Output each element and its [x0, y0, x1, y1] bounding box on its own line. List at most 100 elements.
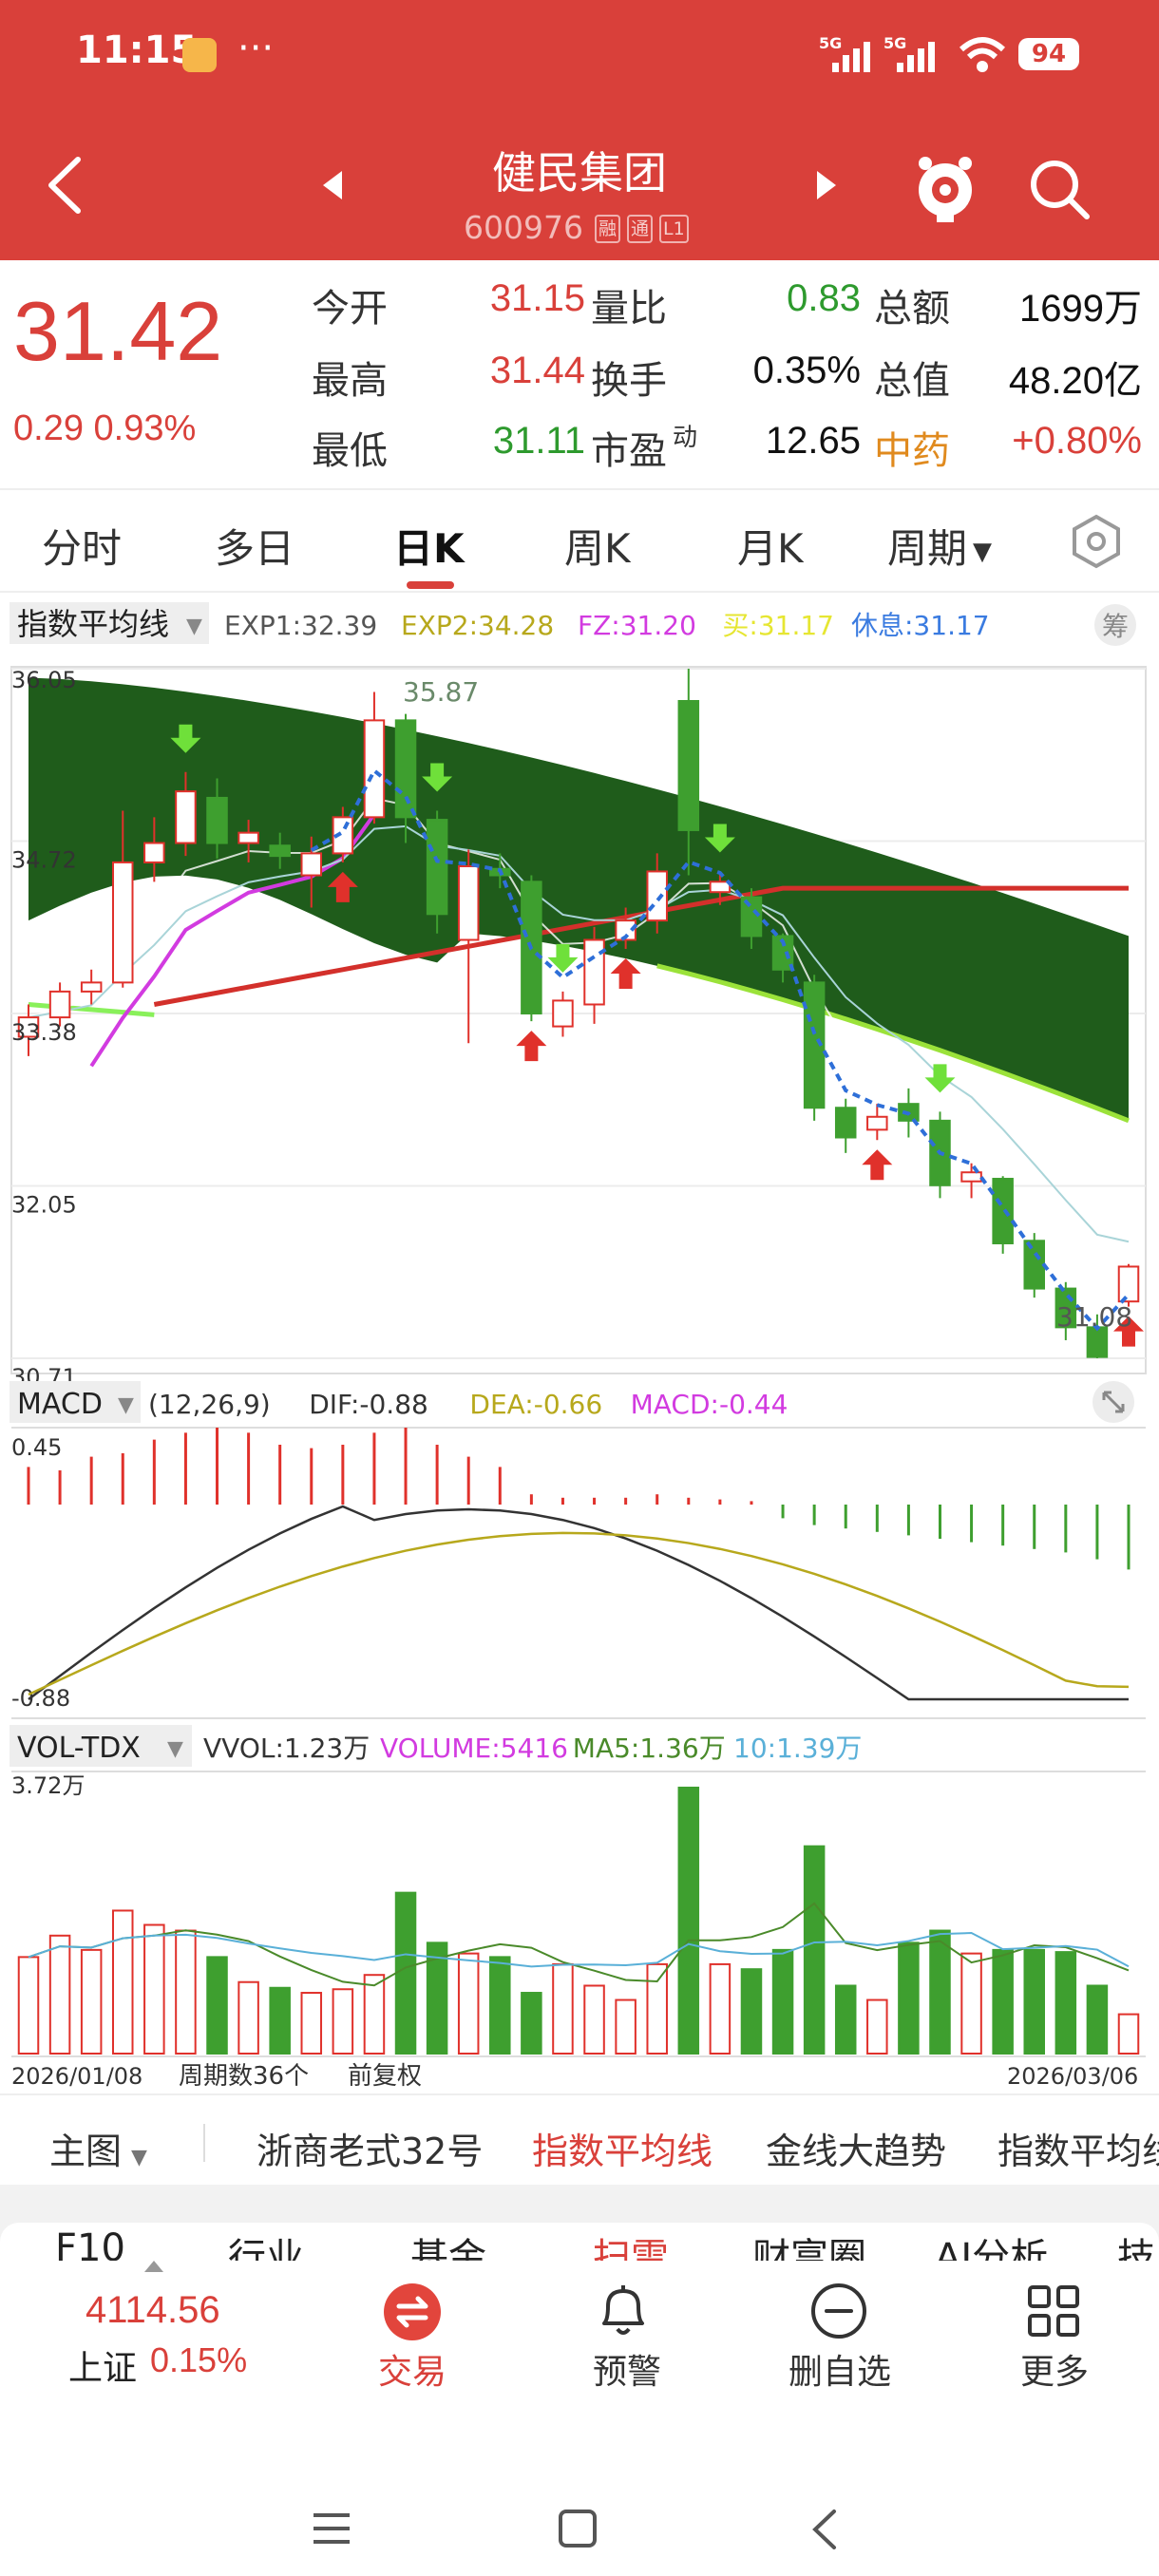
candle	[677, 699, 700, 831]
quote-label: 总值	[874, 359, 950, 403]
volume-bar	[929, 1929, 951, 2055]
period-count: 周期数36个	[179, 2062, 309, 2091]
tool-f10[interactable]: F10	[55, 2226, 125, 2261]
volume-bar	[80, 1948, 103, 2055]
indicator-selector[interactable]: 指数平均线	[17, 606, 169, 642]
volume-bar	[677, 1787, 700, 2055]
main-chart-label: 主图	[49, 2131, 123, 2172]
candle	[709, 881, 732, 894]
tab-weekly-k[interactable]: 周K	[564, 525, 631, 572]
volume-bar	[300, 1992, 323, 2055]
trade-icon[interactable]	[382, 2282, 443, 2342]
expand-up-icon[interactable]	[144, 2261, 163, 2272]
tool-tech[interactable]: 技	[1117, 2236, 1155, 2261]
divider	[203, 2124, 205, 2162]
mascot-icon[interactable]	[912, 152, 978, 224]
sector-label[interactable]: 中药	[874, 429, 950, 473]
quote-value: 31.11	[492, 420, 585, 462]
tool-wealth-circle[interactable]: 财富圈	[752, 2236, 866, 2261]
tool-ai-analysis[interactable]: AI分析	[935, 2236, 1049, 2261]
chip-badge-bg[interactable]	[1094, 604, 1136, 646]
buy-signal-arrow	[862, 1149, 893, 1181]
tool-industry[interactable]: 行业	[228, 2236, 304, 2261]
vol-dropdown-icon[interactable]: ▼	[167, 1737, 183, 1761]
buy-signal-arrow	[327, 871, 358, 902]
volume-bar	[426, 1941, 448, 2055]
main-chart-selector[interactable]: 主图 ▼	[49, 2122, 147, 2174]
macd-selector-bg	[10, 1381, 141, 1423]
macd-selector[interactable]: MACD	[17, 1388, 103, 1421]
search-icon[interactable]	[1024, 154, 1094, 224]
grid-more-icon[interactable]	[1024, 2282, 1083, 2340]
prev-stock-arrow-icon[interactable]	[321, 169, 344, 201]
volume-bar	[1086, 1984, 1109, 2055]
tool-minesweep[interactable]: 扫雷	[593, 2236, 669, 2261]
vol-y-top: 3.72万	[11, 1772, 85, 1799]
volume-bar	[960, 1952, 982, 2055]
sell-signal-arrow	[924, 1064, 956, 1093]
chip-badge[interactable]: 筹	[1102, 611, 1129, 642]
quote-label: 量比	[591, 287, 667, 331]
volume-bars	[17, 1787, 1140, 2055]
back-button[interactable]	[38, 152, 91, 218]
tab-daily-k[interactable]: 日K	[393, 525, 465, 572]
expand-icon[interactable]	[1102, 1391, 1125, 1413]
next-stock-arrow-icon[interactable]	[815, 169, 838, 201]
quote-value: 31.15	[489, 277, 585, 319]
strategy-tab[interactable]: 指数平均线	[998, 2131, 1159, 2172]
candle	[1117, 1265, 1140, 1303]
volume-bar	[238, 1980, 259, 2055]
legend-item: DIF:-0.88	[309, 1389, 428, 1420]
y-tick: 34.72	[11, 847, 77, 874]
sell-signal-arrow	[547, 943, 579, 973]
tab-multiday[interactable]: 多日	[215, 525, 295, 572]
settings-hexagon-icon[interactable]	[1068, 513, 1125, 570]
indicator-dropdown-icon[interactable]: ▼	[186, 615, 202, 638]
bell-icon[interactable]	[595, 2282, 652, 2342]
quote-label: 总额	[874, 287, 950, 331]
candle	[426, 819, 448, 916]
quote-label: 最高	[312, 359, 388, 403]
remove-watchlist-icon[interactable]	[809, 2282, 868, 2340]
status-time: 11:15	[76, 28, 198, 72]
high-price-label: 35.87	[403, 676, 479, 708]
strategy-tab[interactable]: 金线大趋势	[766, 2131, 947, 2172]
volume-bar	[394, 1891, 417, 2055]
index-value[interactable]: 4114.56	[86, 2289, 220, 2331]
candle	[269, 844, 291, 858]
nav-trade[interactable]: 交易	[377, 2353, 446, 2392]
volume-bar	[521, 1992, 542, 2055]
tool-fund[interactable]: 基金	[410, 2236, 486, 2261]
back-nav-icon[interactable]	[808, 2508, 840, 2551]
nav-alert[interactable]: 预警	[592, 2353, 661, 2392]
tab-monthly-k[interactable]: 月K	[737, 525, 804, 572]
candle	[960, 1171, 982, 1183]
stock-code: 600976	[464, 209, 583, 246]
candle	[143, 842, 165, 863]
strategy-tab-active[interactable]: 指数平均线	[532, 2131, 713, 2172]
date-end: 2026/03/06	[1007, 2063, 1138, 2090]
candle	[112, 861, 134, 984]
macd-dropdown-icon[interactable]: ▼	[118, 1393, 134, 1417]
menu-icon[interactable]	[310, 2510, 353, 2548]
candle	[457, 865, 480, 941]
home-icon[interactable]	[557, 2508, 598, 2549]
volume-bar	[363, 1974, 386, 2055]
volume-bar	[583, 1984, 605, 2055]
legend-item: 10:1.39万	[733, 1733, 862, 1764]
macd-histogram	[27, 1428, 1130, 1570]
period-tabs: 分时 多日 日K 周K 月K 周期 ▼	[0, 488, 1159, 593]
tab-period[interactable]: 周期 ▼	[887, 517, 992, 575]
candle	[740, 896, 763, 938]
nav-more[interactable]: 更多	[1019, 2353, 1089, 2392]
nav-remove-watchlist[interactable]: 删自选	[788, 2353, 891, 2392]
strategy-tab[interactable]: 浙商老式32号	[256, 2131, 484, 2172]
vol-selector[interactable]: VOL-TDX	[17, 1732, 141, 1765]
volume-bar	[457, 1952, 480, 2055]
volume-bar	[332, 1988, 354, 2055]
sell-signal-arrow	[422, 763, 453, 792]
buy-signal-arrow	[610, 958, 641, 990]
tab-intraday[interactable]: 分时	[42, 525, 123, 572]
kline-chart[interactable]: 指数平均线 ▼ EXP1:32.39 EXP2:34.28 FZ:31.20 买:31…	[0, 593, 1159, 2093]
